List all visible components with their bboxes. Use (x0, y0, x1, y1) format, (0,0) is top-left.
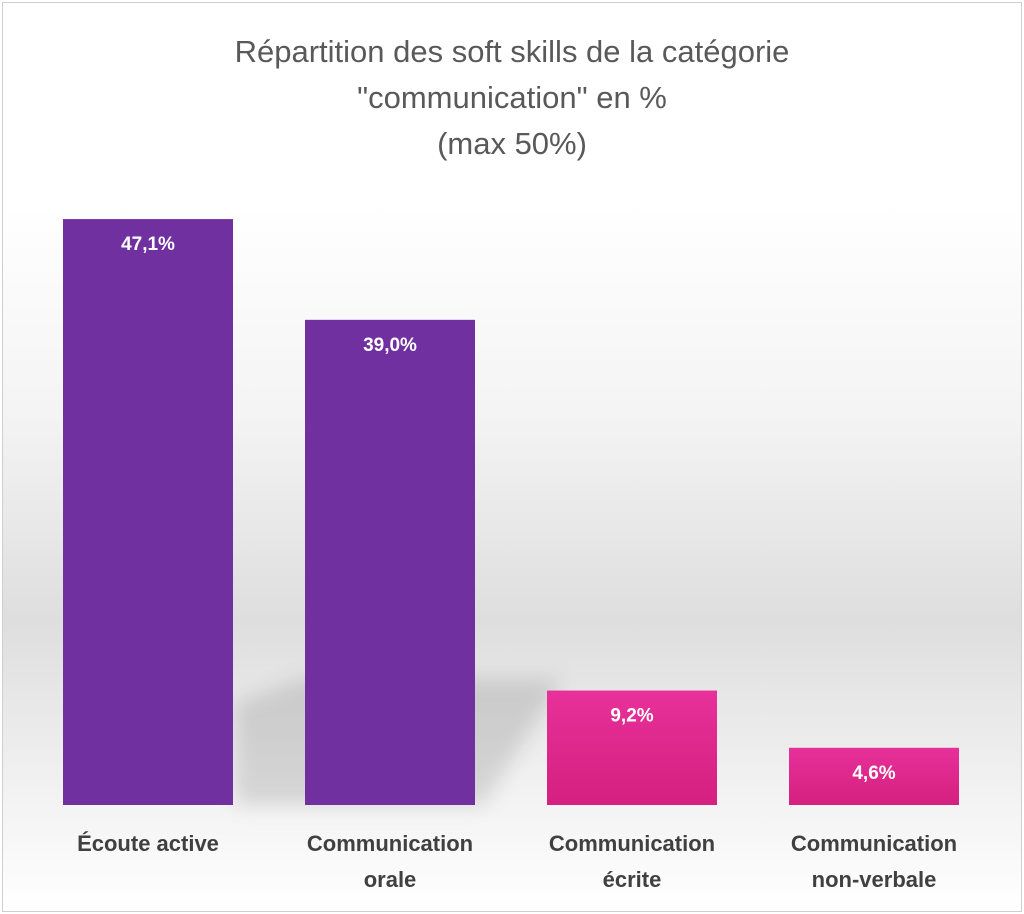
category-label-3-line-1: Communication (549, 831, 715, 856)
bar-2 (305, 319, 475, 805)
category-label-3-line-2: écrite (603, 867, 662, 892)
category-label-4-line-1: Communication (791, 831, 957, 856)
bar-3 (547, 690, 717, 805)
bar-value-label-3: 9,2% (610, 706, 653, 727)
bar-1 (63, 219, 233, 806)
category-label-2-line-2: orale (364, 867, 417, 892)
bar-value-label-2: 39,0% (363, 335, 417, 356)
bar-value-label-1: 47,1% (121, 234, 175, 255)
chart-title: Répartition des soft skills de la catégo… (3, 29, 1021, 167)
chart-title-line-3: (max 50%) (437, 126, 587, 161)
chart-title-line-1: Répartition des soft skills de la catégo… (234, 34, 790, 69)
bar-4 (789, 747, 959, 805)
category-label-4-line-2: non-verbale (812, 867, 937, 892)
bar-value-label-4: 4,6% (852, 763, 895, 784)
chart-plot-area: 47,1% Écoute active 39,0% Communication oral… (63, 219, 959, 892)
chart-title-line-2: "communication" en % (357, 80, 667, 115)
category-label-1-line-1: Écoute active (77, 831, 219, 856)
category-label-2-line-1: Communication (307, 831, 473, 856)
